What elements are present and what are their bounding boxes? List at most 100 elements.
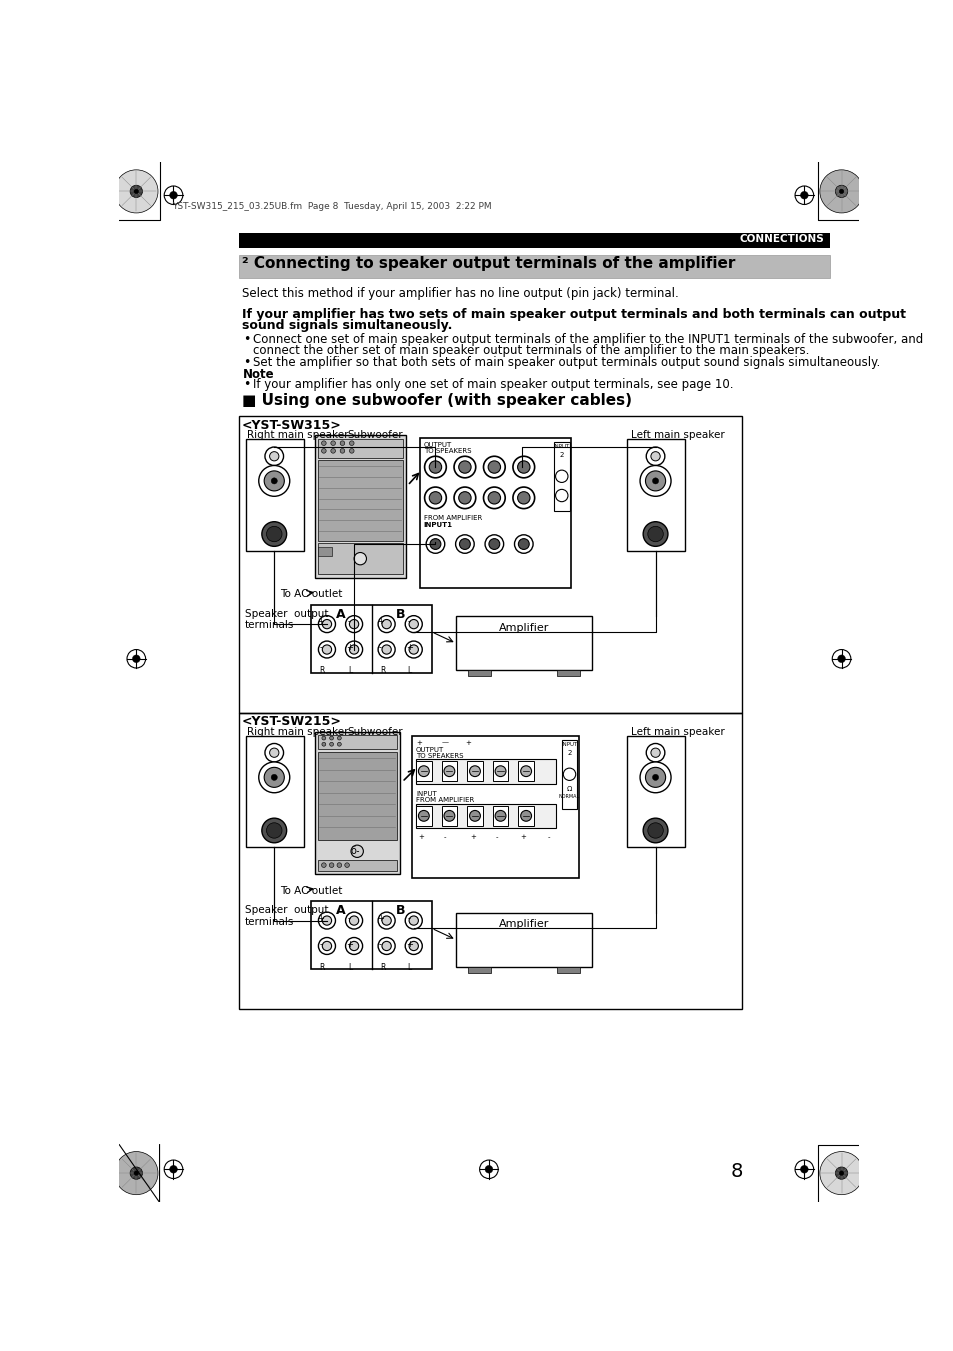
Circle shape [114, 170, 158, 213]
Circle shape [424, 457, 446, 478]
Circle shape [409, 644, 418, 654]
Text: -: - [443, 835, 445, 840]
Text: •: • [243, 378, 251, 390]
Circle shape [271, 478, 277, 484]
Bar [317, 547, 332, 557]
Circle shape [351, 846, 363, 858]
Circle shape [265, 447, 283, 466]
Circle shape [318, 938, 335, 954]
Bar [441, 805, 456, 825]
Circle shape [114, 1151, 158, 1194]
Text: OUTPUT: OUTPUT [423, 442, 452, 447]
Circle shape [839, 189, 843, 193]
Text: A: A [335, 608, 345, 621]
Circle shape [381, 644, 391, 654]
Text: ■ Using one subwoofer (with speaker cables): ■ Using one subwoofer (with speaker cabl… [241, 393, 631, 408]
Circle shape [484, 535, 503, 554]
Text: 2: 2 [567, 750, 571, 755]
Text: Amplifier: Amplifier [498, 623, 548, 632]
Bar [419, 438, 571, 588]
Bar [416, 804, 555, 828]
Circle shape [377, 616, 395, 632]
Text: -: - [407, 617, 410, 627]
Text: connect the other set of main speaker output terminals of the amplifier to the m: connect the other set of main speaker ou… [253, 345, 808, 357]
Bar [245, 736, 303, 847]
Text: <YST-SW315>: <YST-SW315> [241, 419, 341, 431]
Circle shape [639, 762, 670, 793]
Text: +: + [346, 643, 353, 653]
Circle shape [170, 1166, 177, 1173]
Circle shape [264, 471, 284, 490]
Text: +: + [317, 617, 324, 627]
Text: YST-SW315_215_03.25UB.fm  Page 8  Tuesday, April 15, 2003  2:22 PM: YST-SW315_215_03.25UB.fm Page 8 Tuesday,… [172, 203, 491, 211]
Bar [314, 435, 406, 578]
Bar [468, 670, 491, 677]
Text: Left main speaker: Left main speaker [630, 430, 723, 440]
Text: L: L [348, 666, 352, 676]
Text: Connect one set of main speaker output terminals of the amplifier to the INPUT1 : Connect one set of main speaker output t… [253, 334, 922, 346]
Circle shape [647, 823, 662, 838]
Circle shape [650, 748, 659, 758]
Text: •: • [243, 334, 251, 346]
Text: 8: 8 [730, 1162, 742, 1181]
Bar [467, 761, 482, 781]
Circle shape [520, 766, 531, 777]
Circle shape [318, 642, 335, 658]
Text: +: + [405, 643, 412, 653]
Circle shape [377, 642, 395, 658]
Circle shape [652, 774, 658, 781]
Text: Subwoofer: Subwoofer [348, 727, 403, 736]
Text: -: - [348, 617, 351, 627]
Text: sound signals simultaneously.: sound signals simultaneously. [241, 319, 452, 332]
Text: CONNECTIONS: CONNECTIONS [739, 235, 823, 245]
Text: +: + [405, 940, 412, 948]
Text: -: - [547, 835, 550, 840]
Text: +: + [317, 913, 324, 923]
Text: —: — [441, 739, 448, 746]
Circle shape [349, 916, 358, 925]
Text: Left main speaker: Left main speaker [630, 727, 723, 736]
Bar [317, 735, 396, 748]
Text: ö-: ö- [351, 846, 360, 857]
Circle shape [349, 440, 354, 446]
Bar [239, 416, 740, 713]
Circle shape [330, 742, 334, 746]
Circle shape [837, 655, 844, 662]
Circle shape [443, 811, 455, 821]
Bar [317, 461, 402, 540]
Bar [468, 967, 491, 973]
Text: +: + [376, 617, 383, 627]
Bar [314, 732, 399, 874]
Text: L: L [407, 666, 412, 676]
Text: B: B [395, 608, 405, 621]
Circle shape [409, 620, 418, 628]
Text: +: + [520, 835, 526, 840]
Circle shape [405, 616, 422, 632]
Circle shape [170, 192, 177, 199]
Circle shape [377, 938, 395, 954]
Text: Note: Note [243, 369, 274, 381]
Circle shape [321, 736, 325, 740]
Circle shape [349, 644, 358, 654]
Text: INPUT: INPUT [416, 792, 436, 797]
Circle shape [800, 192, 807, 199]
Circle shape [517, 461, 530, 473]
Circle shape [270, 748, 278, 758]
Circle shape [409, 916, 418, 925]
Circle shape [458, 492, 471, 504]
Text: TO SPEAKERS: TO SPEAKERS [423, 447, 471, 454]
Circle shape [800, 1166, 807, 1173]
Circle shape [381, 620, 391, 628]
Circle shape [443, 766, 455, 777]
Circle shape [469, 766, 480, 777]
Text: OUTPUT: OUTPUT [416, 747, 444, 754]
Circle shape [340, 440, 344, 446]
Circle shape [514, 535, 533, 554]
Circle shape [835, 185, 847, 197]
Text: INPUT: INPUT [553, 444, 569, 449]
Circle shape [322, 644, 332, 654]
Text: A: A [335, 904, 345, 917]
Bar [626, 736, 684, 847]
Text: Ω: Ω [566, 786, 572, 792]
Circle shape [794, 1161, 813, 1178]
